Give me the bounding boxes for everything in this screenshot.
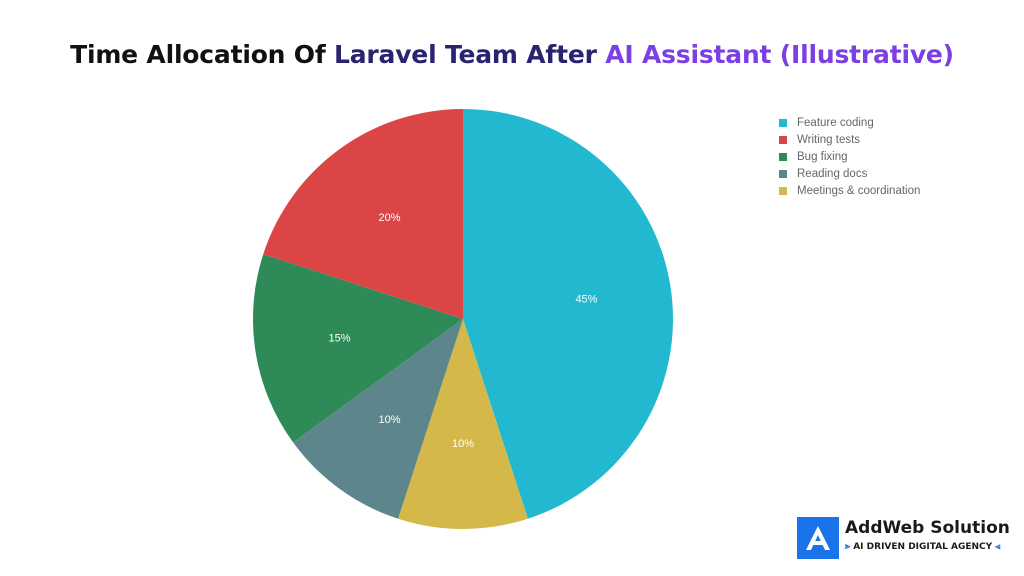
- brand-tagline: ⪢ AI DRIVEN DIGITAL AGENCY ⪡: [845, 542, 1000, 552]
- brand-name: AddWeb Solution: [845, 518, 1010, 538]
- pie-data-label: 10%: [379, 414, 401, 426]
- legend-swatch: [779, 186, 787, 195]
- pie-data-label: 15%: [329, 332, 351, 344]
- legend-item[interactable]: Bug fixing: [779, 148, 920, 165]
- pie-data-label: 20%: [379, 212, 401, 224]
- chart-legend: Feature coding Writing tests Bug fixing …: [779, 114, 920, 199]
- chart-title: Time Allocation Of Laravel Team After AI…: [0, 40, 1024, 69]
- legend-item[interactable]: Meetings & coordination: [779, 182, 920, 199]
- pie-slice-bug-fixing[interactable]: [253, 254, 463, 443]
- pie-data-label: 10%: [452, 438, 474, 450]
- legend-item[interactable]: Feature coding: [779, 114, 920, 131]
- legend-label: Bug fixing: [797, 150, 848, 163]
- title-part-1: Time Allocation Of: [70, 40, 335, 69]
- pie-slice-feature-coding[interactable]: [463, 109, 674, 519]
- pie-slice-meetings-coordination[interactable]: [398, 319, 528, 529]
- legend-swatch: [779, 152, 787, 161]
- tagline-arrow-right-icon: ⪡: [995, 542, 1001, 552]
- legend-item[interactable]: Reading docs: [779, 165, 920, 182]
- legend-label: Feature coding: [797, 116, 874, 129]
- brand-tagline-text: AI DRIVEN DIGITAL AGENCY: [853, 542, 993, 552]
- pie-slice-reading-docs[interactable]: [293, 319, 463, 519]
- legend-swatch: [779, 118, 787, 127]
- title-part-3: AI Assistant (Illustrative): [605, 40, 954, 69]
- legend-swatch: [779, 135, 787, 144]
- legend-item[interactable]: Writing tests: [779, 131, 920, 148]
- legend-label: Reading docs: [797, 167, 868, 180]
- title-part-2: Laravel Team After: [334, 40, 606, 69]
- brand-block: AddWeb Solution ⪢ AI DRIVEN DIGITAL AGEN…: [797, 517, 1012, 559]
- tagline-arrow-left-icon: ⪢: [845, 542, 851, 552]
- legend-label: Writing tests: [797, 133, 861, 146]
- addweb-logo-icon: [797, 517, 839, 559]
- legend-swatch: [779, 169, 787, 178]
- legend-label: Meetings & coordination: [797, 184, 921, 197]
- pie-slice-writing-tests[interactable]: [263, 109, 463, 319]
- pie-data-label: 45%: [575, 293, 597, 305]
